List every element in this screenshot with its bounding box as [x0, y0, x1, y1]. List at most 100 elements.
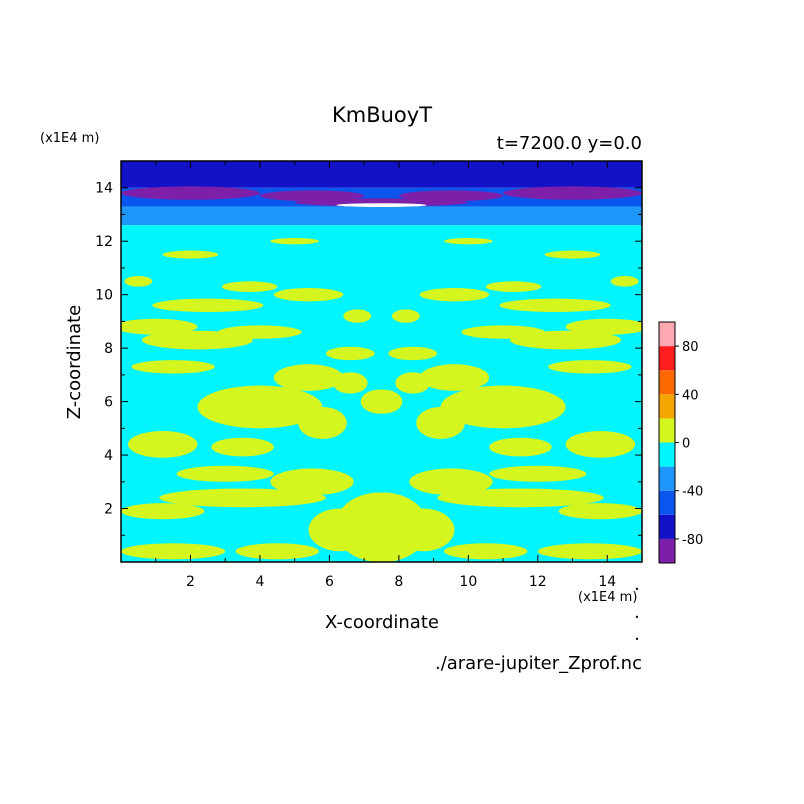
x-tick-label: 2 [186, 574, 195, 590]
colorbar-tick-label: 0 [682, 437, 690, 452]
field-patch [489, 437, 552, 457]
y-axis-label: Z-coordinate [64, 305, 85, 420]
colorbar-level [659, 322, 675, 347]
plot-field [121, 161, 642, 562]
field-patch [273, 364, 344, 391]
source-file-label: ./arare-jupiter_Zprof.nc [435, 653, 642, 674]
field-gap [336, 203, 427, 207]
field-patch [444, 543, 528, 560]
field-patch [537, 543, 642, 560]
x-unit-label: (x1E4 m) [578, 590, 637, 605]
field-patch [259, 190, 365, 202]
x-tick-label: 14 [598, 574, 616, 590]
y-tick-label: 4 [104, 448, 113, 464]
corner-marks: • • • [635, 585, 640, 644]
field-patch [221, 281, 278, 292]
field-patch [235, 543, 319, 560]
field-patch [489, 465, 587, 482]
field-patch [159, 488, 326, 508]
y-tick-label: 6 [104, 395, 113, 411]
x-tick-label: 4 [255, 574, 264, 590]
field-patch [395, 372, 431, 394]
field-patch [440, 385, 566, 429]
field-patch [211, 437, 274, 457]
y-tick-label: 10 [95, 288, 113, 304]
colorbar-level [659, 538, 675, 563]
colorbar-tick-label: -80 [682, 533, 703, 548]
colorbar-level [659, 394, 675, 419]
svg-text:•: • [635, 585, 640, 594]
colorbar-level [659, 490, 675, 515]
field-patch [437, 488, 604, 508]
field-patch [121, 318, 198, 335]
field-patch [364, 389, 403, 414]
colorbar-tick-labels: 80 40 0 -40 -80 [675, 340, 703, 548]
field-patch [544, 250, 601, 259]
field-patch [485, 281, 542, 292]
chart-subtitle: t=7200.0 y=0.0 [497, 133, 642, 154]
field-patch [162, 250, 219, 259]
field-patch [124, 275, 153, 287]
field-patch [444, 237, 493, 245]
colorbar-tick-label: 80 [682, 340, 699, 355]
plot-frame [120, 160, 643, 563]
colorbar-level [659, 466, 675, 491]
field-patch [461, 325, 545, 339]
field-patch [419, 364, 490, 391]
y-tick-label: 12 [95, 234, 113, 250]
field-patch [308, 508, 372, 552]
x-axis-label: X-coordinate [325, 612, 439, 633]
y-unit-label: (x1E4 m) [40, 131, 99, 146]
field-patch [298, 406, 347, 440]
x-tick-label: 8 [394, 574, 403, 590]
field-band [121, 161, 642, 188]
y-tick-label: 8 [104, 341, 113, 357]
field-patch [121, 503, 205, 520]
svg-text:•: • [635, 635, 640, 644]
field-patch [152, 298, 264, 313]
field-patch [548, 360, 632, 374]
colorbar [658, 321, 676, 564]
field-patch [610, 275, 639, 287]
colorbar-level [659, 346, 675, 371]
field-patch [218, 325, 302, 339]
x-tick-label: 6 [325, 574, 334, 590]
chart-title: KmBuoyT [332, 103, 432, 127]
colorbar-tick-label: 40 [682, 388, 699, 403]
field-patch [558, 503, 642, 520]
field-patch [499, 298, 611, 313]
field-patch [270, 237, 319, 245]
field-patch [503, 186, 642, 200]
svg-text:•: • [635, 613, 640, 622]
x-axis: 2 4 6 8 10 12 14 [155, 161, 616, 590]
colorbar-tick-label: -40 [682, 485, 703, 500]
field-patch [409, 468, 493, 496]
field-patch [121, 186, 260, 200]
y-tick-label: 2 [104, 502, 113, 518]
field-patch [391, 508, 455, 552]
x-tick-label: 12 [529, 574, 547, 590]
field-patch [332, 372, 368, 394]
y-tick-label: 14 [95, 181, 113, 197]
field-patch [127, 431, 198, 458]
field-patch [197, 385, 323, 429]
colorbar-level [659, 442, 675, 467]
field-patch [391, 309, 420, 323]
field-patch [176, 465, 274, 482]
field-patch [416, 406, 465, 440]
field-patch [121, 543, 226, 560]
field-patch [325, 346, 375, 361]
field-band [121, 206, 642, 226]
field-patch [343, 309, 372, 323]
field-patch [131, 360, 215, 374]
field-patch [388, 346, 438, 361]
field-patch [270, 468, 354, 496]
field-patch [565, 431, 636, 458]
field-patch [294, 198, 469, 207]
colorbar-level [659, 514, 675, 539]
field-patch [419, 287, 490, 302]
colorbar-level [659, 370, 675, 395]
x-tick-label: 10 [459, 574, 477, 590]
y-axis: 2 4 6 8 10 12 14 [95, 181, 642, 536]
